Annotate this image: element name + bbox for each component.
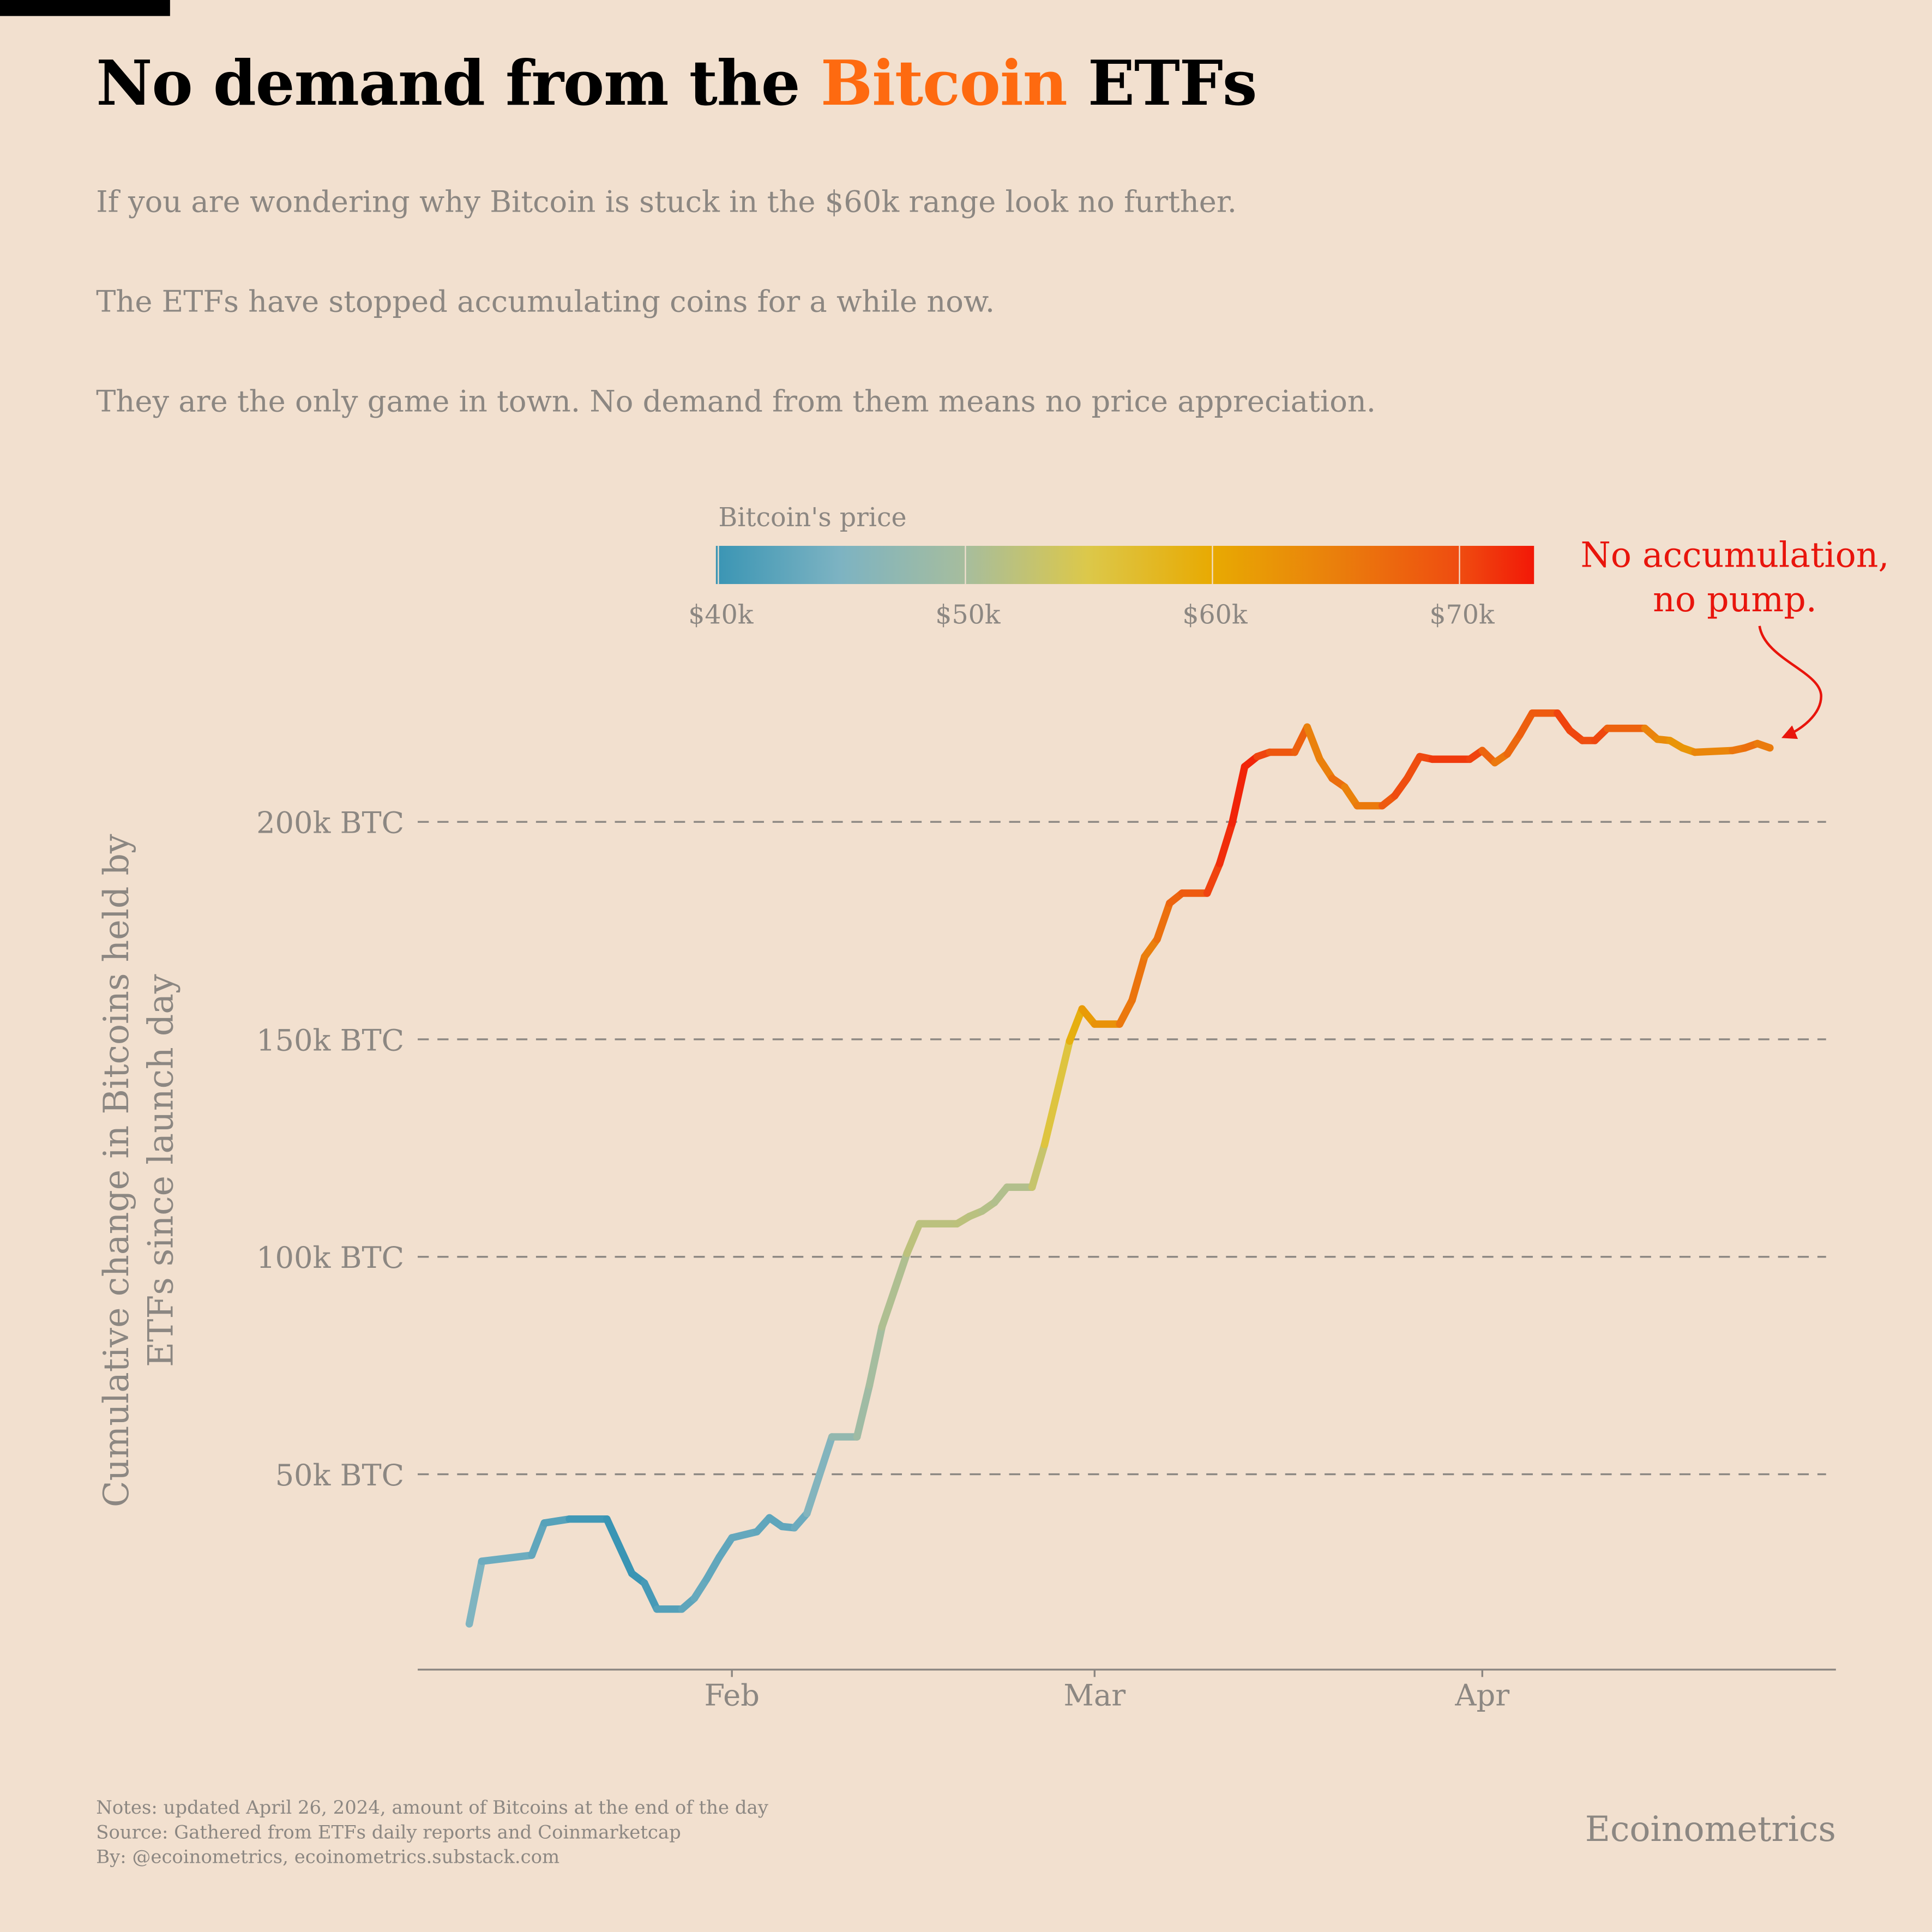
- footer-notes: Notes: updated April 26, 2024, amount of…: [96, 1795, 768, 1869]
- line-segment: [478, 1551, 536, 1565]
- line-segment: [865, 1323, 886, 1389]
- title-highlight: Bitcoin: [820, 46, 1068, 120]
- x-tick-label: Apr: [1454, 1678, 1509, 1712]
- subtitle-2: The ETFs have stopped accumulating coins…: [96, 284, 995, 320]
- line-segment: [690, 1575, 711, 1602]
- brand-logo-text: Ecoinometrics: [1585, 1809, 1836, 1850]
- y-tick-label: 100k BTC: [256, 1241, 404, 1275]
- colorbar-tick-label: $70k: [1429, 600, 1495, 630]
- line-segment: [1316, 755, 1336, 783]
- subtitle-1: If you are wondering why Bitcoin is stuc…: [96, 184, 1237, 220]
- line-segment: [728, 1528, 761, 1542]
- line-segment: [1516, 709, 1536, 739]
- subtitle-3: They are the only game in town. No deman…: [96, 384, 1376, 419]
- line-segment: [1066, 1005, 1086, 1045]
- line-segment: [1341, 783, 1361, 810]
- line-segment: [878, 1249, 911, 1331]
- line-segment: [803, 1433, 836, 1518]
- line-segment: [528, 1519, 548, 1559]
- note-line: Notes: updated April 26, 2024, amount of…: [96, 1796, 768, 1819]
- line-segment: [853, 1381, 874, 1441]
- colorbar-tick-label: $50k: [935, 600, 1001, 630]
- line-segment: [1028, 1141, 1049, 1191]
- brand-bar: [0, 0, 170, 16]
- line-segment: [1040, 1037, 1074, 1148]
- line-segment: [1754, 739, 1774, 752]
- line-segment: [703, 1553, 724, 1582]
- line-segment: [1691, 747, 1736, 756]
- line-segment: [540, 1515, 573, 1527]
- x-tick-label: Mar: [1063, 1678, 1126, 1712]
- line-segment: [715, 1534, 736, 1561]
- y-axis-label: Cumulative change in Bitcoins held by ETF…: [96, 834, 180, 1507]
- colorbar-tick-label: $40k: [688, 600, 754, 630]
- y-tick-label: 50k BTC: [275, 1458, 405, 1492]
- line-segment: [465, 1557, 486, 1628]
- line-segment: [1203, 859, 1224, 897]
- line-segment: [1116, 996, 1136, 1028]
- line-segment: [1215, 819, 1236, 868]
- line-segment: [1403, 753, 1424, 783]
- colorbar-title: Bitcoin's price: [718, 503, 906, 533]
- line-segment: [640, 1579, 661, 1613]
- page-title: No demand from the Bitcoin ETFs: [96, 46, 1257, 120]
- line-segment: [603, 1515, 636, 1578]
- byline: By: @ecoinometrics, ecoinometrics.substa…: [96, 1845, 560, 1868]
- colorbar-tick-label: $60k: [1182, 600, 1248, 630]
- line-segment: [1128, 953, 1148, 1004]
- annotation: No accumulation, no pump.: [1580, 534, 1889, 619]
- source-line: Source: Gathered from ETFs daily reports…: [96, 1821, 681, 1844]
- line-segment: [903, 1220, 924, 1257]
- title-text-end: ETFs: [1067, 46, 1257, 120]
- line-segment: [1503, 731, 1524, 758]
- title-text: No demand from the: [96, 46, 821, 120]
- y-tick-label: 150k BTC: [256, 1023, 404, 1057]
- x-tick-label: Feb: [704, 1678, 759, 1712]
- line-segment: [1153, 899, 1173, 943]
- colorbar: [715, 546, 1534, 585]
- annotation-arrow: [1758, 625, 1822, 739]
- line-segment: [1228, 763, 1249, 827]
- y-tick-label: 200k BTC: [256, 805, 404, 840]
- line-segment: [1303, 723, 1323, 763]
